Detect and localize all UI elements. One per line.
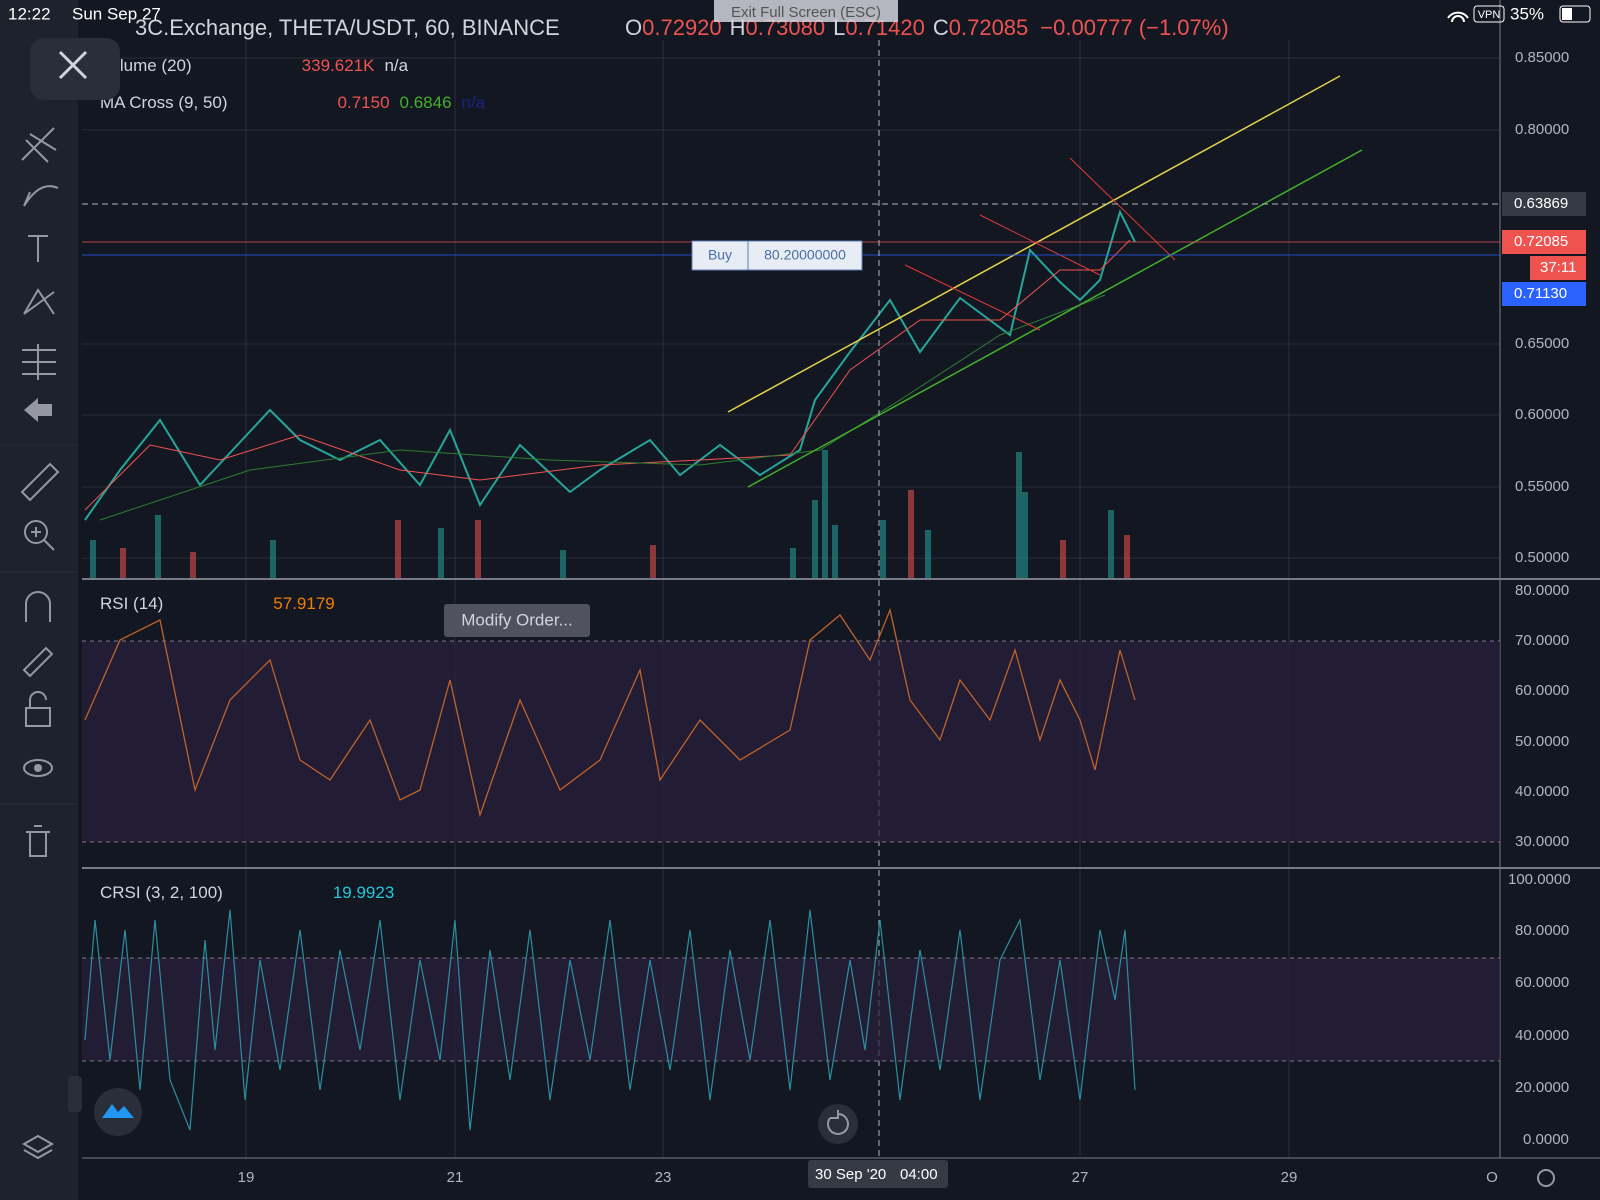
indicator-legend: Volume (20) 339.621K n/a [100,56,409,75]
crosshair-date: 30 Sep '20 [815,1166,886,1183]
crosshair-time: 04:00 [900,1166,938,1183]
price-line [84,209,1136,521]
o-label: O [625,15,642,40]
collapse-handle[interactable] [68,1076,82,1112]
toolbar [0,0,78,1200]
indicator-name: Volume (20) [100,56,192,75]
price-axis: 0.85000 0.80000 0.65000 0.60000 0.55000 … [1515,49,1569,566]
close-button[interactable] [30,38,120,100]
price-tick-label: 0.50000 [1515,549,1569,566]
banner-text: Exit Full Screen (ESC) [731,4,881,21]
indicator-legend: MA Cross (9, 50) 0.7150 0.6846 n/a [100,93,486,112]
tooltip [444,604,590,637]
trend-line [904,264,1041,331]
time-tick-label: O [1486,1169,1498,1186]
crsi-tick-label: 60.0000 [1515,974,1569,991]
price-tick-label: 0.55000 [1515,478,1569,495]
time-tick-label: 29 [1281,1169,1298,1186]
channel-lower [747,149,1363,488]
crsi-tick-label: 100.0000 [1508,871,1571,888]
indicator-value: n/a [384,56,408,75]
time-tick-label: 27 [1072,1169,1089,1186]
toolbar-icons[interactable] [20,127,60,1160]
price-tag-label: 0.71130 [1514,285,1567,302]
logo [102,1104,134,1118]
indicator-value: 339.621K [302,56,375,75]
battery-label: 35% [1510,4,1544,23]
battery-level [1562,8,1572,20]
crsi-band [82,958,1500,1061]
volume-bars [90,450,1130,578]
channel-upper [727,75,1341,413]
wifi-icon [1447,11,1469,23]
crsi-tick-label: 0.0000 [1523,1131,1569,1148]
price-tick-label: 0.80000 [1515,121,1569,138]
rsi-band [82,641,1500,842]
price-tick-label: 0.85000 [1515,49,1569,66]
rsi-line [84,607,1136,818]
order-quantity: 80.20000000 [764,247,846,263]
o-value: 0.72920 [642,15,722,40]
indicator-legend: RSI (14) 57.9179 [100,594,335,613]
trend-line [979,214,1101,276]
rsi-tick-label: 70.0000 [1515,632,1569,649]
indicator-value: n/a [462,93,486,112]
indicator-name: MA Cross (9, 50) [100,93,228,112]
crsi-line [84,909,1136,1131]
price-tag [1502,192,1586,216]
time-tick-label: 21 [447,1169,464,1186]
price-tag [1502,230,1586,254]
indicator-name: CRSI (3, 2, 100) [100,883,223,902]
change: −0.00777 (−1.07%) [1040,15,1228,40]
price-tick-label: 0.65000 [1515,335,1569,352]
vpn-badge [1473,5,1505,23]
status-time: 12:22 [8,4,51,23]
price-tag-label: 0.72085 [1514,233,1568,250]
rsi-tick-label: 30.0000 [1515,833,1569,850]
price-tag-label: 0.63869 [1514,195,1568,212]
ma-line [84,239,1131,511]
time-tick-label: 23 [655,1169,672,1186]
rsi-tick-label: 60.0000 [1515,682,1569,699]
crsi-tick-label: 40.0000 [1515,1027,1569,1044]
indicator-value: 19.9923 [333,883,394,902]
crsi-axis: 100.0000 80.0000 60.0000 40.0000 20.0000… [1508,871,1571,1148]
price-tag [1502,282,1586,306]
indicator-value: 0.7150 [338,93,390,112]
axis-corner [1500,1160,1600,1200]
settings-icon[interactable] [1537,1169,1555,1187]
tooltip-text: Modify Order... [461,610,572,629]
countdown-tag [1530,256,1586,280]
indicator-value: 57.9179 [273,594,334,613]
symbol: 3C.Exchange, THETA/USDT, 60, BINANCE [135,15,560,40]
rsi-tick-label: 50.0000 [1515,733,1569,750]
order-box[interactable]: Buy 80.20000000 [691,240,863,271]
indicator-name: RSI (14) [100,594,163,613]
ma-slow-line [99,294,1106,521]
countdown-label: 37:11 [1540,259,1576,276]
status-date: Sun Sep 27 [72,4,161,23]
trend-line [1069,157,1176,261]
rsi-axis: 80.0000 70.0000 60.0000 50.0000 40.0000 … [1515,582,1569,850]
c-label: C [933,15,949,40]
time-tick-label: 19 [238,1169,255,1186]
order-side: Buy [708,247,732,263]
reset-icon [827,1110,849,1135]
rsi-tick-label: 80.0000 [1515,582,1569,599]
crsi-tick-label: 80.0000 [1515,922,1569,939]
battery-icon [1559,5,1591,23]
vpn-label: VPN [1478,9,1501,21]
crosshair-time-box [808,1160,948,1188]
fullscreen-banner[interactable] [714,0,898,22]
time-axis: 19 21 23 27 29 O [238,1169,1498,1186]
crsi-tick-label: 20.0000 [1515,1079,1569,1096]
rsi-tick-label: 40.0000 [1515,783,1569,800]
c-value: 0.72085 [949,15,1029,40]
indicator-value: 0.6846 [400,93,452,112]
reset-button[interactable] [818,1104,858,1144]
price-tick-label: 0.60000 [1515,406,1569,423]
indicator-legend: CRSI (3, 2, 100) 19.9923 [100,883,394,902]
